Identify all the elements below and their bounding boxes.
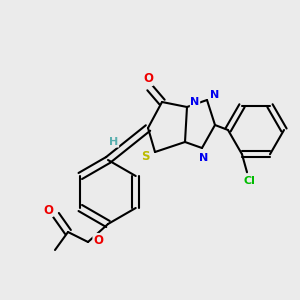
Text: S: S bbox=[141, 151, 149, 164]
Text: Cl: Cl bbox=[243, 176, 255, 186]
Text: O: O bbox=[143, 73, 153, 85]
Text: O: O bbox=[93, 233, 103, 247]
Text: N: N bbox=[190, 97, 200, 107]
Text: O: O bbox=[43, 203, 53, 217]
Text: N: N bbox=[210, 90, 220, 100]
Text: N: N bbox=[200, 153, 208, 163]
Text: H: H bbox=[110, 137, 118, 147]
